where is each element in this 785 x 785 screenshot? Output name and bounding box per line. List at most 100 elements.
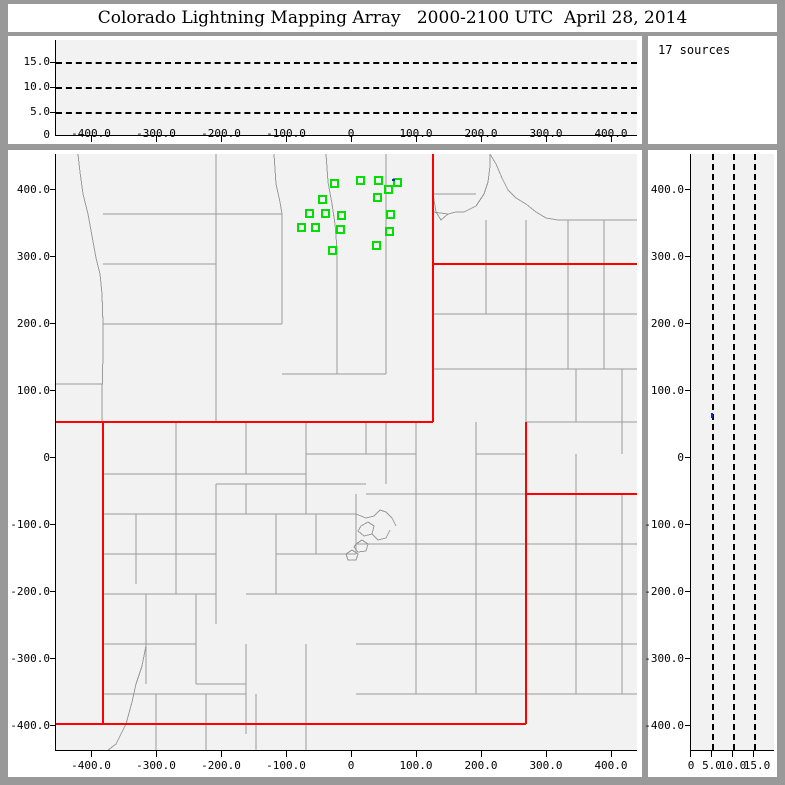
source-marker[interactable] <box>386 210 395 219</box>
th-xtick-100: 100.0 <box>399 127 433 140</box>
th-xtick--200: -200.0 <box>201 127 241 140</box>
th-xtick--400: -400.0 <box>71 127 111 140</box>
map-ytickmark--400 <box>50 725 56 726</box>
th-xtickmark--400 <box>91 136 92 142</box>
map-xtickmark--300 <box>156 751 157 757</box>
map-xtick-300: 300.0 <box>529 759 563 772</box>
th-xtickmark--300 <box>156 136 157 142</box>
blue-source-point <box>392 179 395 181</box>
map-xtickmark-100 <box>416 751 417 757</box>
map-xtickmark--200 <box>221 751 222 757</box>
source-marker[interactable] <box>330 179 339 188</box>
map-ytick--300: -300.0 <box>10 652 50 665</box>
hl-xtick-0: 0 <box>687 759 695 772</box>
hl-ytickmark--400 <box>685 725 691 726</box>
hl-xtickmark-5 <box>711 751 712 757</box>
hl-ytick--100: -100.0 <box>644 518 684 531</box>
map-ytick--100: -100.0 <box>10 518 50 531</box>
map-xtick--300: -300.0 <box>136 759 176 772</box>
map-ytick-0: 0 <box>43 451 50 464</box>
window-title-bar: Colorado Lightning Mapping Array 2000-21… <box>8 4 777 32</box>
hl-ytickmark-0 <box>685 457 691 458</box>
th-xtickmark-200 <box>481 136 482 142</box>
th-xtick--300: -300.0 <box>136 127 176 140</box>
height-latitude-plot-area[interactable] <box>690 154 774 751</box>
hl-xtick-5: 5.0 <box>702 759 722 772</box>
source-marker[interactable] <box>385 227 394 236</box>
source-marker[interactable] <box>318 195 327 204</box>
blue-source-point <box>711 413 713 418</box>
th-xtick-400: 400.0 <box>594 127 628 140</box>
hl-ytick-200: 200.0 <box>650 317 684 330</box>
th-ytickmark-10 <box>50 87 56 88</box>
hl-ytickmark-200 <box>685 323 691 324</box>
th-ytick-0: 0 <box>43 128 50 141</box>
hl-ytickmark-100 <box>685 390 691 391</box>
hl-ytick-400: 400.0 <box>650 183 684 196</box>
th-ytick-10: 10.0 <box>23 80 51 93</box>
th-xtickmark-400 <box>611 136 612 142</box>
map-xtick--400: -400.0 <box>71 759 111 772</box>
th-ytickmark-15 <box>50 62 56 63</box>
hl-xtickmark-15 <box>753 751 754 757</box>
height-latitude-panel: 400.0 300.0 200.0 100.0 0 -100.0 -200.0 … <box>644 150 777 777</box>
th-xtickmark--200 <box>221 136 222 142</box>
th-xtickmark-100 <box>416 136 417 142</box>
map-xtickmark--400 <box>91 751 92 757</box>
map-ytick-100: 100.0 <box>16 384 50 397</box>
source-marker[interactable] <box>337 211 346 220</box>
th-xtick-0: 0 <box>347 127 355 140</box>
map-xtickmark-400 <box>611 751 612 757</box>
map-plot-area[interactable] <box>55 154 637 751</box>
map-ytick-200: 200.0 <box>16 317 50 330</box>
map-ytickmark-200 <box>50 323 56 324</box>
th-xtickmark-0 <box>351 136 352 142</box>
hl-ytickmark--200 <box>685 591 691 592</box>
source-marker[interactable] <box>297 223 306 232</box>
map-xtickmark-300 <box>546 751 547 757</box>
source-marker[interactable] <box>336 225 345 234</box>
source-marker[interactable] <box>374 176 383 185</box>
hl-gridline-15 <box>754 154 756 750</box>
hl-gridline-10 <box>733 154 735 750</box>
th-xtickmark-300 <box>546 136 547 142</box>
hl-xtickmark-0 <box>690 751 691 757</box>
source-marker[interactable] <box>328 246 337 255</box>
gridline-5 <box>56 112 637 114</box>
map-xtickmark-0 <box>351 751 352 757</box>
source-marker[interactable] <box>311 223 320 232</box>
map-geography <box>56 154 637 750</box>
map-ytickmark-400 <box>50 189 56 190</box>
gridline-10 <box>56 87 637 89</box>
th-xtickmark--100 <box>286 136 287 142</box>
source-marker[interactable] <box>305 209 314 218</box>
source-marker[interactable] <box>321 209 330 218</box>
hl-xtick-10: 10.0 <box>719 759 747 772</box>
source-count-label: 17 sources <box>658 43 731 57</box>
map-xtickmark--100 <box>286 751 287 757</box>
map-ytickmark-100 <box>50 390 56 391</box>
page-title: Colorado Lightning Mapping Array 2000-21… <box>97 8 688 28</box>
source-marker[interactable] <box>393 178 402 187</box>
source-marker[interactable] <box>384 185 393 194</box>
map-xtickmark-200 <box>481 751 482 757</box>
map-ytick-400: 400.0 <box>16 183 50 196</box>
hl-ytickmark--300 <box>685 658 691 659</box>
map-xtick-0: 0 <box>347 759 355 772</box>
hl-ytickmark-400 <box>685 189 691 190</box>
map-ytickmark-0 <box>50 457 56 458</box>
source-marker[interactable] <box>372 241 381 250</box>
map-xtick-400: 400.0 <box>594 759 628 772</box>
map-ytickmark-300 <box>50 256 56 257</box>
hl-ytickmark--100 <box>685 524 691 525</box>
source-marker[interactable] <box>373 193 382 202</box>
map-ytick-300: 300.0 <box>16 250 50 263</box>
th-ytick-5: 5.0 <box>30 105 50 118</box>
map-panel: 400.0 300.0 200.0 100.0 0 -100.0 -200.0 … <box>8 150 642 777</box>
th-ytick-15: 15.0 <box>23 55 51 68</box>
source-marker[interactable] <box>356 176 365 185</box>
hl-gridline-5 <box>712 154 714 750</box>
map-ytickmark--300 <box>50 658 56 659</box>
hl-ytick--400: -400.0 <box>644 719 684 732</box>
